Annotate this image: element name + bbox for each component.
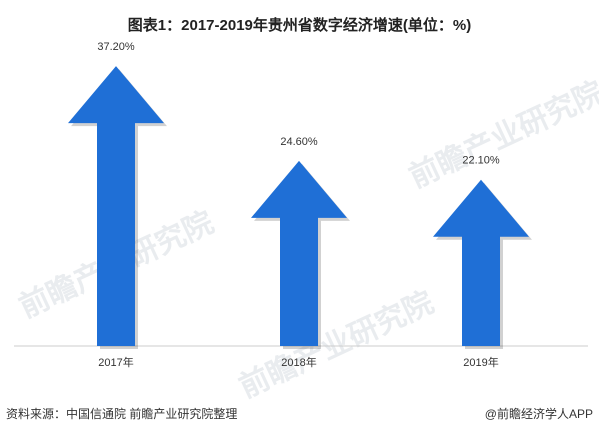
data-label: 22.10% xyxy=(462,155,500,167)
bar-arrow-2 xyxy=(251,160,347,346)
source-text: 资料来源：中国信通院 前瞻产业研究院整理 xyxy=(6,407,238,421)
x-tick-label: 2018年 xyxy=(281,355,316,369)
chart-title: 图表1：2017-2019年贵州省数字经济增速(单位：%) xyxy=(127,17,472,34)
data-label: 24.60% xyxy=(280,136,318,148)
footer: 资料来源：中国信通院 前瞻产业研究院整理 @前瞻经济学人APP xyxy=(0,401,599,425)
chart-marks: 37.20% 2017年 24.60% 2018年 22.10% 2019年 xyxy=(68,41,532,369)
bar-arrow-1 xyxy=(68,66,164,346)
bar-arrow-3 xyxy=(433,179,529,346)
x-tick-label: 2019年 xyxy=(463,355,498,369)
brand-text: @前瞻经济学人APP xyxy=(484,407,593,421)
data-label: 37.20% xyxy=(97,41,135,53)
x-tick-label: 2017年 xyxy=(98,355,133,369)
